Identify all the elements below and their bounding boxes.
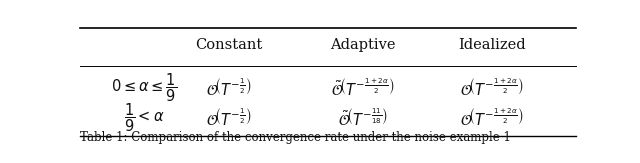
Text: $\dfrac{1}{9} < \alpha$: $\dfrac{1}{9} < \alpha$ [124, 101, 164, 134]
Text: $\mathcal{O}\!\left(T^{-\frac{1}{2}}\right)$: $\mathcal{O}\!\left(T^{-\frac{1}{2}}\rig… [206, 107, 252, 128]
Text: Constant: Constant [195, 38, 262, 52]
Text: Idealized: Idealized [458, 38, 525, 52]
Text: $\tilde{\mathcal{O}}\!\left(T^{-\frac{1+2\alpha}{2}}\right)$: $\tilde{\mathcal{O}}\!\left(T^{-\frac{1+… [331, 77, 395, 98]
Text: Adaptive: Adaptive [330, 38, 396, 52]
Text: $\tilde{\mathcal{O}}\!\left(T^{-\frac{11}{18}}\right)$: $\tilde{\mathcal{O}}\!\left(T^{-\frac{11… [337, 107, 388, 128]
Text: $\mathcal{O}\!\left(T^{-\frac{1+2\alpha}{2}}\right)$: $\mathcal{O}\!\left(T^{-\frac{1+2\alpha}… [460, 77, 524, 98]
Text: $0 \leq \alpha \leq \dfrac{1}{9}$: $0 \leq \alpha \leq \dfrac{1}{9}$ [111, 71, 177, 104]
Text: Table 1: Comparison of the convergence rate under the noise example 1: Table 1: Comparison of the convergence r… [80, 131, 511, 144]
Text: $\mathcal{O}\!\left(T^{-\frac{1}{2}}\right)$: $\mathcal{O}\!\left(T^{-\frac{1}{2}}\rig… [206, 77, 252, 98]
Text: $\mathcal{O}\!\left(T^{-\frac{1+2\alpha}{2}}\right)$: $\mathcal{O}\!\left(T^{-\frac{1+2\alpha}… [460, 107, 524, 128]
